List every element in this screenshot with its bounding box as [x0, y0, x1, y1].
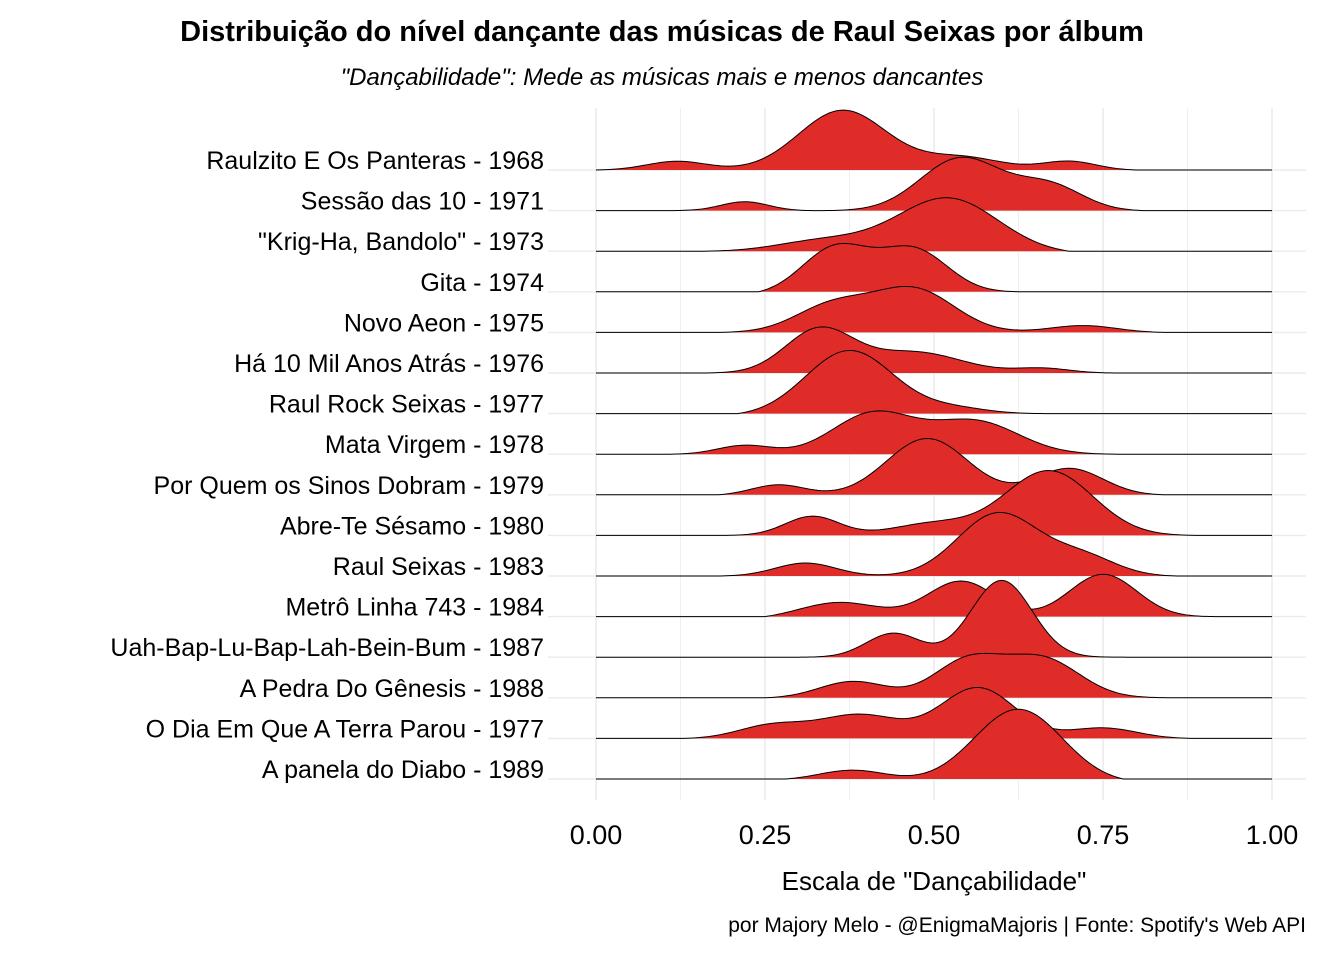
y-axis-label: O Dia Em Que A Terra Parou - 1977 [146, 715, 544, 743]
ridge-fill [785, 709, 1124, 779]
y-axis-label: Há 10 Mil Anos Atrás - 1976 [234, 350, 544, 378]
ridge-outline [596, 686, 1272, 739]
y-axis-label: A panela do Diabo - 1989 [262, 756, 544, 784]
y-axis-label: Mata Virgem - 1978 [325, 431, 544, 459]
ridge-fill [704, 326, 1117, 373]
y-axis-label: Metrô Linha 743 - 1984 [285, 594, 544, 622]
ridge-outline [596, 579, 1272, 658]
x-tick-label: 1.00 [1246, 820, 1299, 850]
y-axis-label: Por Quem os Sinos Dobram - 1979 [154, 472, 544, 500]
y-axis-label: Gita - 1974 [420, 269, 544, 297]
y-axis-label: "Krig-Ha, Bandolo" - 1973 [258, 228, 544, 256]
ridge-outline [596, 326, 1272, 374]
ridge-fill [704, 197, 1070, 252]
ridge-fill [596, 110, 1137, 170]
ridge-outline [596, 438, 1272, 496]
x-axis-tick-labels: 0.00 0.25 0.50 0.75 1.00 [570, 820, 1299, 850]
x-tick-label: 0.25 [739, 820, 792, 850]
x-tick-label: 0.00 [570, 820, 623, 850]
x-tick-label: 0.50 [908, 820, 961, 850]
chart-title: Distribuição do nível dançante das músic… [180, 16, 1144, 48]
y-axis-label: Novo Aeon - 1975 [344, 309, 544, 337]
ridge-outline [596, 197, 1272, 252]
y-axis-label: Raul Seixas - 1983 [333, 553, 544, 581]
ridge-outline [596, 242, 1272, 293]
ridge-outline [596, 410, 1272, 455]
ridge-fill [798, 580, 1137, 658]
ridge-outline [596, 285, 1272, 333]
chart-subtitle: "Dançabilidade": Mede as músicas mais e … [340, 64, 984, 91]
ridge-fill [683, 687, 1191, 739]
ridge-outline [596, 349, 1272, 415]
ridge-outline [596, 511, 1272, 577]
ridge-fill [717, 512, 1178, 576]
ridge-outline [596, 708, 1272, 780]
x-tick-label: 0.75 [1077, 820, 1130, 850]
y-axis-label: Uah-Bap-Lu-Bap-Lah-Bein-Bum - 1987 [110, 634, 544, 662]
ridge-fill [765, 653, 1191, 698]
ridge-fill [717, 286, 1164, 333]
density-ridges [595, 109, 1272, 780]
ridge-outline [595, 109, 1272, 171]
y-axis-label: Abre-Te Sésamo - 1980 [280, 512, 544, 540]
ridge-fill [717, 438, 1164, 495]
ridge-fill [670, 410, 1117, 455]
ridge-outline [596, 470, 1272, 536]
y-axis-label: Sessão das 10 - 1971 [301, 188, 544, 216]
y-axis-label: Raul Rock Seixas - 1977 [269, 391, 544, 419]
ridge-fill [670, 157, 1144, 211]
ridge-fill [717, 470, 1198, 536]
y-axis-labels: Raulzito E Os Panteras - 1968 Sessão das … [110, 147, 544, 784]
y-axis-label: A Pedra Do Gênesis - 1988 [240, 675, 544, 703]
chart-caption: por Majory Melo - @EnigmaMajoris | Fonte… [728, 914, 1306, 937]
ridge-outline [596, 156, 1272, 212]
x-axis-label: Escala de "Dançabilidade" [781, 866, 1087, 896]
ridge-fill [758, 243, 1029, 292]
ridge-outline [596, 652, 1272, 699]
y-axis-label: Raulzito E Os Panteras - 1968 [206, 147, 544, 175]
